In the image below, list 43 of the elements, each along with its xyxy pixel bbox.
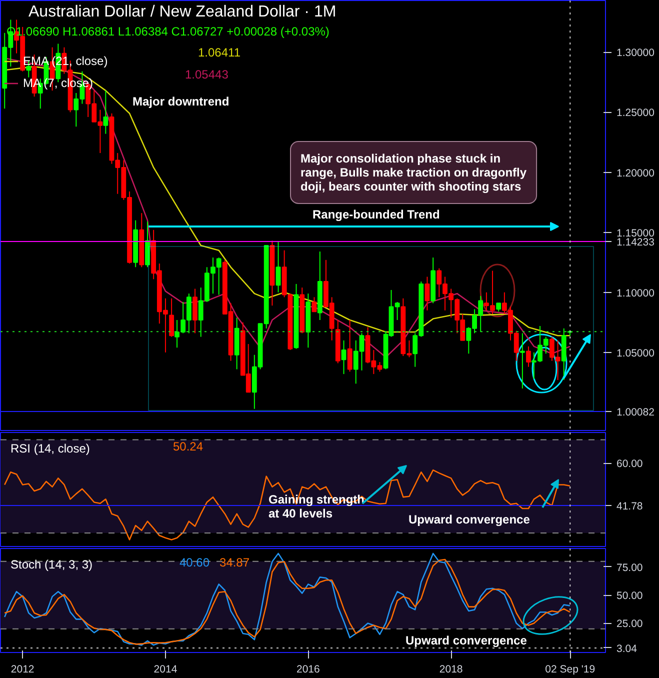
y-tick-label: 1.15000 bbox=[616, 227, 655, 240]
annotation: Major downtrend bbox=[132, 94, 230, 108]
candlestick bbox=[424, 276, 430, 311]
annotation: 34.87 bbox=[220, 556, 250, 570]
candlestick bbox=[347, 319, 352, 372]
candlestick bbox=[169, 298, 174, 338]
candlestick bbox=[520, 332, 525, 389]
candlestick bbox=[526, 346, 531, 368]
x-tick-label: 2012 bbox=[10, 664, 34, 676]
annotation: 40.60 bbox=[180, 556, 210, 570]
x-tick-label: 2014 bbox=[154, 664, 178, 676]
line-series bbox=[4, 469, 571, 540]
x-tick-label: 2016 bbox=[296, 664, 320, 676]
candlestick bbox=[341, 340, 346, 375]
annotation: Major consolidation phase stuck in range, Bulls make traction on dragonfly doji, bears counter with shooting stars bbox=[300, 152, 527, 194]
text: Stoch (14, 3, 3) bbox=[10, 558, 93, 572]
y-tick-label: 1.30000 bbox=[616, 47, 655, 60]
y-tick-label: 1.20000 bbox=[616, 167, 655, 180]
y-tick-label: 50.00 bbox=[616, 590, 643, 602]
candlestick bbox=[312, 296, 317, 312]
ref-line-label: 1.14233 bbox=[616, 236, 655, 249]
ref-line-label: 02 Sep '19 bbox=[545, 664, 596, 676]
y-tick-label: 25.00 bbox=[616, 618, 643, 630]
annotation: 1.06411 bbox=[198, 46, 241, 60]
x-tick-label: 2018 bbox=[439, 664, 463, 676]
text: RSI (14, close) bbox=[10, 442, 90, 456]
annotation: Upward convergence bbox=[406, 634, 528, 648]
candlestick bbox=[192, 288, 198, 334]
y-tick-label: 41.78 bbox=[616, 500, 643, 513]
ref-line-label: 1.00082 bbox=[616, 406, 655, 418]
candlestick bbox=[103, 90, 108, 134]
y-tick-label: 1.05000 bbox=[616, 347, 655, 360]
y-tick-label: 1.10000 bbox=[616, 287, 655, 300]
y-tick-label: 75.00 bbox=[616, 562, 643, 574]
ref-line-label: 3.04 bbox=[616, 642, 638, 655]
annotation: Upward convergence bbox=[408, 512, 530, 526]
y-tick-label: 60.00 bbox=[616, 458, 643, 470]
chart-title: Australian Dollar / New Zealand Dollar · 1M bbox=[28, 4, 336, 20]
annotation: 50.24 bbox=[173, 440, 204, 454]
annotation: Range-bounded Trend bbox=[312, 208, 440, 222]
y-tick-label: 1.25000 bbox=[616, 107, 655, 120]
candlestick bbox=[276, 241, 281, 293]
annotation: 1.05443 bbox=[185, 68, 229, 82]
